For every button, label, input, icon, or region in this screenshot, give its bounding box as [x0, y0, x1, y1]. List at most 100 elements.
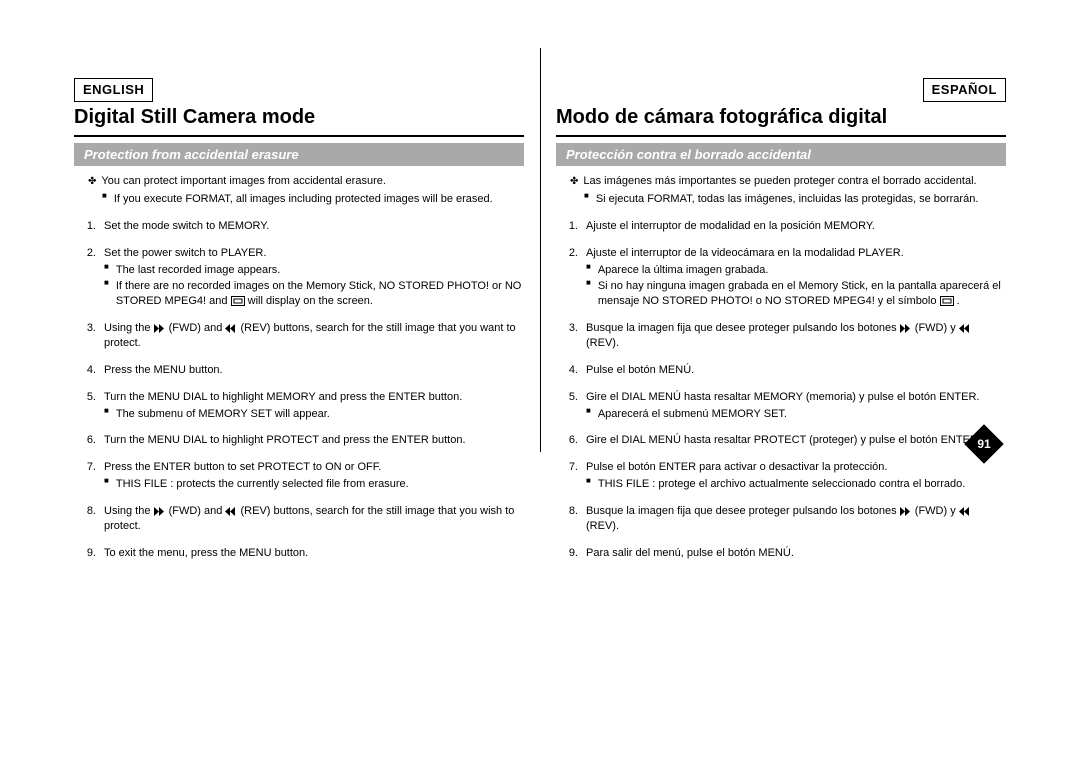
step-item: 1. Set the mode switch to MEMORY.	[78, 219, 524, 234]
square-bullet-icon: ■	[584, 191, 589, 206]
step-number: 3.	[560, 321, 578, 351]
rewind-icon	[225, 322, 237, 334]
intro-es: ✤ Las imágenes más importantes se pueden…	[556, 174, 1006, 207]
square-bullet-icon: ■	[104, 476, 109, 491]
intro-lead-en: You can protect important images from ac…	[101, 174, 386, 190]
step-item: 7.Press the ENTER button to set PROTECT …	[78, 460, 524, 492]
step-note: THIS FILE : protege el archivo actualmen…	[598, 477, 965, 492]
step-number: 6.	[78, 433, 96, 448]
steps-list-en: 1. Set the mode switch to MEMORY. 2.Set th…	[74, 219, 524, 561]
column-spanish: ESPAÑOL Modo de cámara fotográfica digit…	[552, 78, 1010, 572]
step-number: 5.	[78, 390, 96, 422]
step-number: 6.	[560, 433, 578, 448]
step-body: Press the ENTER button to set PROTECT to…	[104, 460, 524, 492]
step-item: 6. Turn the MENU DIAL to highlight PROTEC…	[78, 433, 524, 448]
step-body: Ajuste el interruptor de modalidad en la…	[586, 219, 1006, 234]
intro-en: ✤ You can protect important images from …	[74, 174, 524, 207]
step-number: 1.	[78, 219, 96, 234]
step-note: The submenu of MEMORY SET will appear.	[116, 407, 330, 422]
step-item: 3. Busque la imagen fija que desee proteg…	[560, 321, 1006, 351]
square-bullet-icon: ■	[104, 278, 109, 308]
section-title-es: Modo de cámara fotográfica digital	[556, 104, 1006, 131]
step-number: 2.	[78, 246, 96, 309]
step-body: Using the (FWD) and (REV) buttons, searc…	[104, 321, 524, 351]
rewind-icon	[225, 505, 237, 517]
intro-sub-es: Si ejecuta FORMAT, todas las imágenes, i…	[596, 192, 979, 207]
steps-list-es: 1. Ajuste el interruptor de modalidad en …	[556, 219, 1006, 561]
column-english: ENGLISH Digital Still Camera mode Protec…	[70, 78, 528, 572]
step-item: 8.Busque la imagen fija que desee proteg…	[560, 504, 1006, 534]
step-body: Turn the MENU DIAL to highlight PROTECT …	[104, 433, 524, 448]
rewind-icon	[959, 505, 971, 517]
clover-icon: ✤	[88, 174, 96, 190]
step-body: Set the mode switch to MEMORY.	[104, 219, 524, 234]
square-bullet-icon: ■	[104, 406, 109, 421]
step-body: Gire el DIAL MENÚ hasta resaltar MEMORY …	[586, 390, 1006, 422]
square-bullet-icon: ■	[586, 406, 591, 421]
step-item: 6.Gire el DIAL MENÚ hasta resaltar PROTE…	[560, 433, 1006, 448]
language-badge-english: ENGLISH	[74, 78, 153, 102]
step-note: Aparece la última imagen grabada.	[598, 263, 769, 278]
step-item: 2.Set the power switch to PLAYER.■The la…	[78, 246, 524, 309]
step-item: 9. Para salir del menú, pulse el botón ME…	[560, 546, 1006, 561]
step-item: 1. Ajuste el interruptor de modalidad en …	[560, 219, 1006, 234]
step-body: Turn the MENU DIAL to highlight MEMORY a…	[104, 390, 524, 422]
step-body: Set the power switch to PLAYER.■The last…	[104, 246, 524, 309]
step-body: To exit the menu, press the MENU button.	[104, 546, 524, 561]
step-note: THIS FILE : protects the currently selec…	[116, 477, 409, 492]
camera-frame-icon	[231, 295, 245, 307]
step-number: 9.	[560, 546, 578, 561]
step-number: 4.	[78, 363, 96, 378]
step-item: 7.Pulse el botón ENTER para activar o de…	[560, 460, 1006, 492]
fast-forward-icon	[900, 322, 912, 334]
square-bullet-icon: ■	[586, 262, 591, 277]
step-item: 9. To exit the menu, press the MENU butto…	[78, 546, 524, 561]
step-item: 5.Gire el DIAL MENÚ hasta resaltar MEMOR…	[560, 390, 1006, 422]
step-item: 2.Ajuste el interruptor de la videocámar…	[560, 246, 1006, 309]
camera-frame-icon	[940, 295, 954, 307]
step-item: 3. Using the (FWD) and (REV) buttons, sea…	[78, 321, 524, 351]
step-body: Press the MENU button.	[104, 363, 524, 378]
step-body: Para salir del menú, pulse el botón MENÚ…	[586, 546, 1006, 561]
step-body: Pulse el botón MENÚ.	[586, 363, 1006, 378]
step-number: 5.	[560, 390, 578, 422]
page-number-badge: 91	[964, 424, 1004, 464]
step-body: Busque la imagen fija que desee proteger…	[586, 504, 1006, 534]
step-number: 4.	[560, 363, 578, 378]
step-number: 7.	[560, 460, 578, 492]
fast-forward-icon	[900, 505, 912, 517]
step-number: 7.	[78, 460, 96, 492]
step-number: 9.	[78, 546, 96, 561]
step-body: Pulse el botón ENTER para activar o desa…	[586, 460, 1006, 492]
step-number: 3.	[78, 321, 96, 351]
step-number: 1.	[560, 219, 578, 234]
square-bullet-icon: ■	[102, 191, 107, 206]
square-bullet-icon: ■	[586, 278, 591, 308]
intro-sub-en: If you execute FORMAT, all images includ…	[114, 192, 493, 207]
subtitle-bar-en: Protection from accidental erasure	[74, 143, 524, 167]
center-divider	[540, 48, 541, 452]
square-bullet-icon: ■	[104, 262, 109, 277]
step-note: Si no hay ninguna imagen grabada en el M…	[598, 279, 1006, 309]
step-number: 8.	[78, 504, 96, 534]
step-note: The last recorded image appears.	[116, 263, 280, 278]
step-item: 4. Pulse el botón MENÚ.	[560, 363, 1006, 378]
subtitle-bar-es: Protección contra el borrado accidental	[556, 143, 1006, 167]
language-badge-spanish: ESPAÑOL	[923, 78, 1006, 102]
fast-forward-icon	[154, 322, 166, 334]
step-note: If there are no recorded images on the M…	[116, 279, 524, 309]
fast-forward-icon	[154, 505, 166, 517]
step-item: 8. Using the (FWD) and (REV) buttons, sea…	[78, 504, 524, 534]
section-title-en: Digital Still Camera mode	[74, 104, 524, 131]
step-item: 4. Press the MENU button.	[78, 363, 524, 378]
step-body: Using the (FWD) and (REV) buttons, searc…	[104, 504, 524, 534]
step-number: 2.	[560, 246, 578, 309]
square-bullet-icon: ■	[586, 476, 591, 491]
intro-lead-es: Las imágenes más importantes se pueden p…	[583, 174, 976, 190]
step-body: Busque la imagen fija que desee proteger…	[586, 321, 1006, 351]
step-item: 5.Turn the MENU DIAL to highlight MEMORY…	[78, 390, 524, 422]
step-body: Ajuste el interruptor de la videocámara …	[586, 246, 1006, 309]
manual-page: ENGLISH Digital Still Camera mode Protec…	[70, 78, 1010, 572]
step-note: Aparecerá el submenú MEMORY SET.	[598, 407, 787, 422]
rewind-icon	[959, 322, 971, 334]
